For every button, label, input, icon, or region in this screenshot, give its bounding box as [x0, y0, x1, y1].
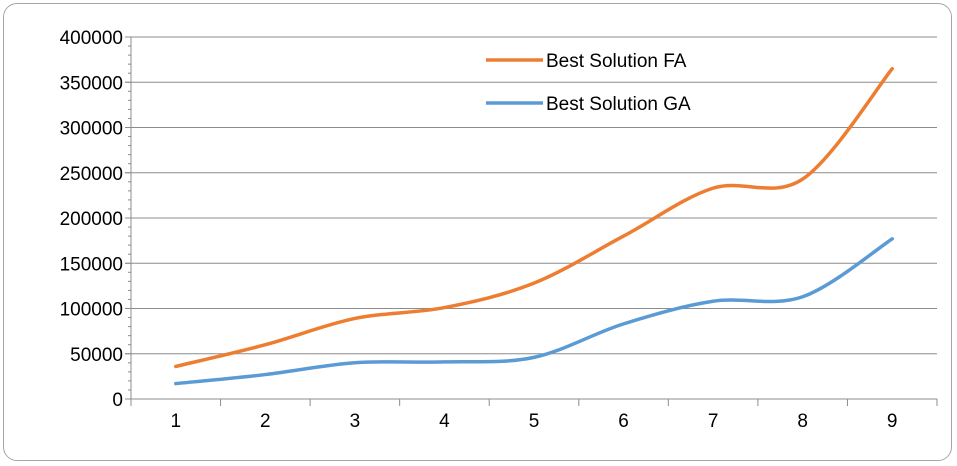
chart-frame: [3, 3, 952, 461]
x-tick-label: 5: [529, 411, 540, 432]
x-tick-label: 6: [618, 411, 629, 432]
x-tick-label: 3: [350, 411, 361, 432]
y-tick-label: 250000: [60, 164, 123, 185]
axes: [125, 36, 938, 406]
series-lines: [174, 66, 894, 386]
y-tick-label: 350000: [60, 73, 123, 94]
x-tick-label: 2: [260, 411, 271, 432]
y-tick-label: 100000: [60, 300, 123, 321]
x-tick-label: 9: [887, 411, 898, 432]
x-tick-label: 1: [170, 411, 181, 432]
x-tick-labels: 1 2 3 4 5 6 7 8 9: [170, 411, 897, 432]
y-tick-labels: 0 50000 100000 150000 200000 250000 300000 3500…: [60, 28, 123, 411]
y-tick-label: 50000: [70, 345, 123, 366]
x-tick-label: 4: [439, 411, 450, 432]
y-tick-label: 300000: [60, 119, 123, 140]
legend-label: Best Solution GA: [546, 94, 691, 115]
y-tick-label: 200000: [60, 209, 123, 230]
x-tick-label: 8: [797, 411, 808, 432]
y-tick-label: 150000: [60, 254, 123, 275]
y-tick-label: 0: [112, 390, 123, 411]
x-tick-label: 7: [708, 411, 719, 432]
legend: Best Solution FA Best Solution GA: [486, 51, 691, 115]
y-tick-label: 400000: [60, 28, 123, 49]
series-line-ga: [174, 237, 894, 386]
series-line-fa: [174, 66, 894, 369]
gridlines: [131, 36, 937, 355]
legend-label: Best Solution FA: [546, 51, 687, 72]
